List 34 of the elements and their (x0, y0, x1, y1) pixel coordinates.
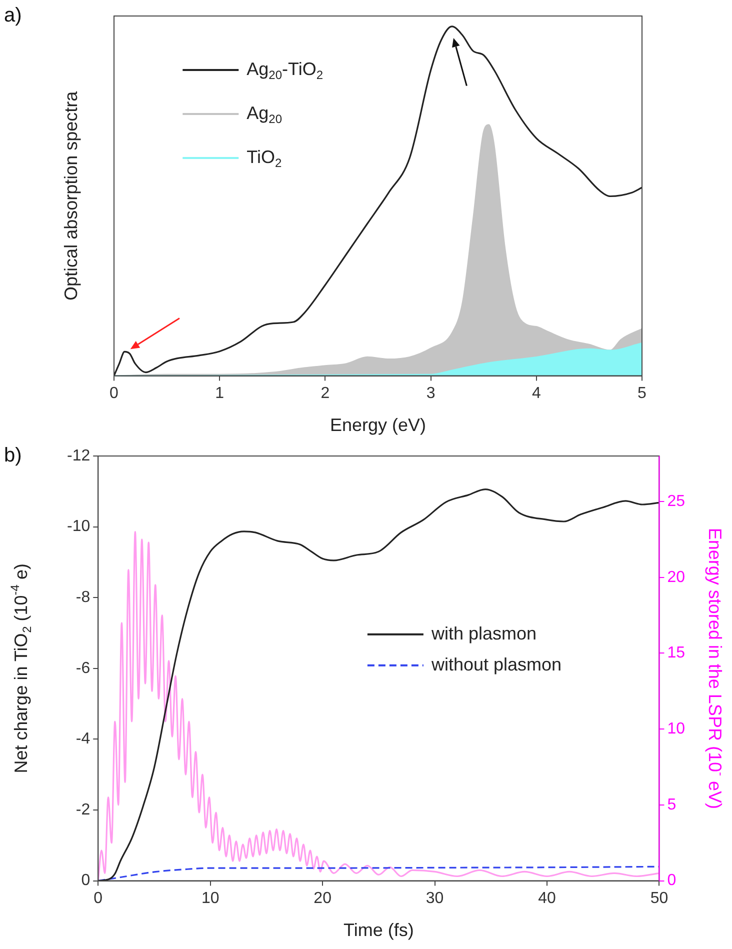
y2-tick-label: 5 (667, 796, 676, 814)
legend-label: with plasmon (430, 623, 536, 644)
text: a) (4, 4, 22, 27)
y2-tick-label: 10 (667, 720, 686, 738)
y-tick-label: -4 (76, 730, 90, 748)
x-tick-label: 50 (650, 890, 668, 907)
y-tick-label: -10 (67, 518, 90, 536)
x-axis-title: Time (fs) (344, 920, 414, 940)
x-tick-label: 2 (320, 384, 330, 402)
x-tick-label: 30 (426, 890, 444, 907)
y2-tick-label: 25 (667, 492, 686, 510)
y-axis-title: Optical absorption spectra (60, 90, 81, 300)
y-axis-title: Net charge in TiO2 (10-4 e) (8, 564, 34, 774)
x-tick-label: 3 (426, 384, 436, 402)
y2-tick-label: 15 (667, 644, 686, 662)
text: b) (4, 444, 22, 467)
y2-axis-title: Energy stored in the LSPR (10- eV) (705, 528, 728, 809)
x-tick-label: 1 (215, 384, 224, 402)
x-tick-label: 0 (94, 890, 103, 907)
x-tick-label: 40 (538, 890, 556, 907)
y-tick-label: -8 (76, 589, 90, 606)
y-tick-label: -6 (76, 660, 90, 677)
y-tick-label: -2 (76, 801, 90, 818)
x-tick-label: 10 (201, 890, 220, 907)
x-tick-label: 20 (314, 890, 332, 907)
y2-tick-label: 20 (667, 568, 686, 586)
x-axis-title: Energy (eV) (330, 414, 426, 435)
x-tick-label: 0 (110, 384, 119, 402)
x-tick-label: 5 (638, 384, 647, 402)
legend-label: without plasmon (430, 654, 562, 674)
y2-tick-label: 0 (667, 872, 676, 890)
x-tick-label: 4 (532, 384, 541, 402)
y-tick-label: -12 (67, 447, 90, 464)
y-tick-label: 0 (81, 872, 90, 890)
